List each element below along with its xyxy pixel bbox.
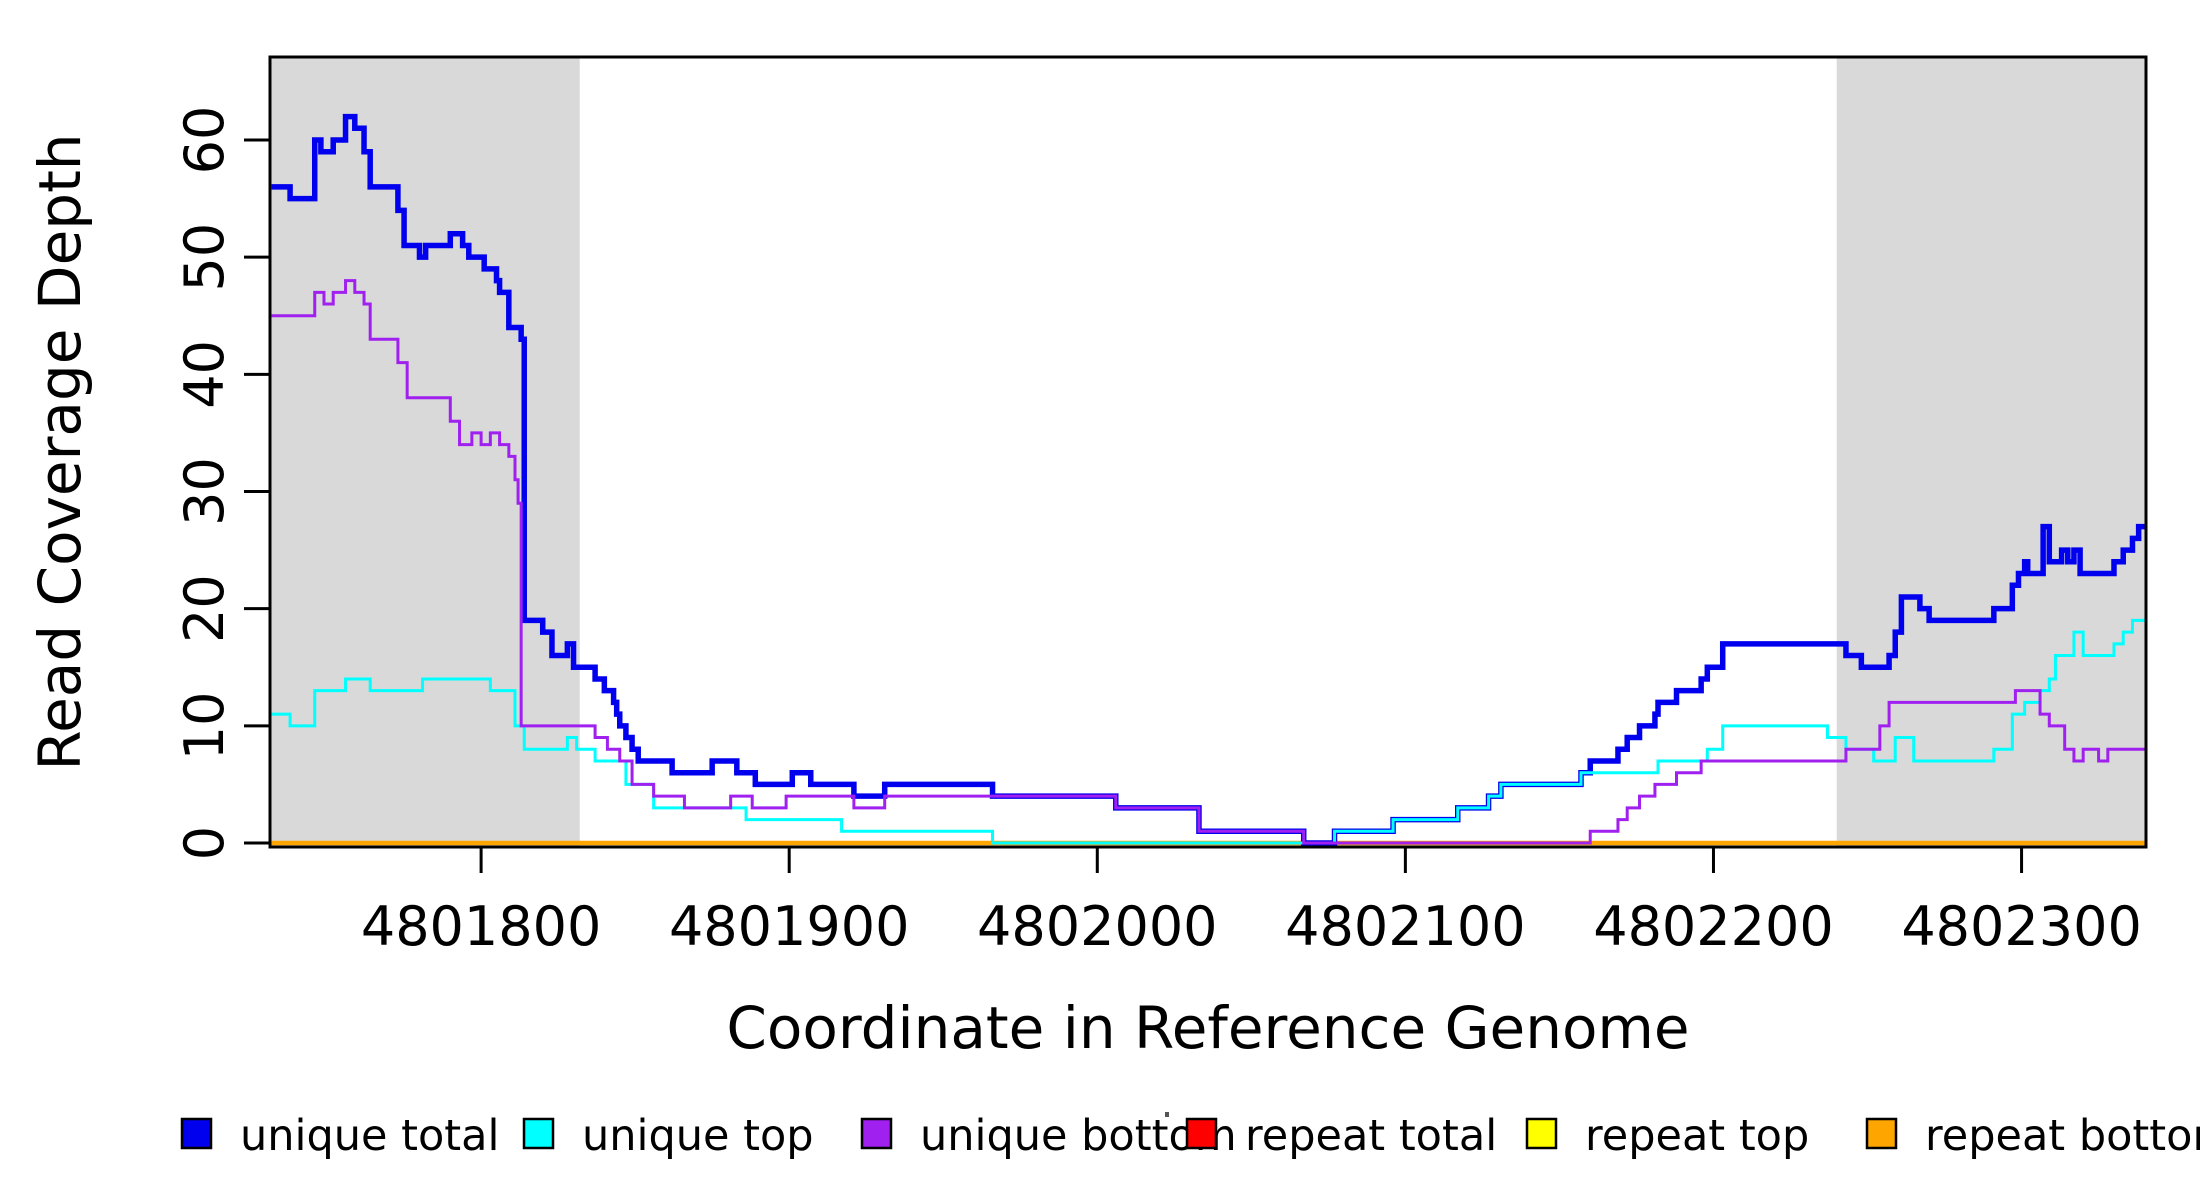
series-unique-top — [271, 618, 2145, 845]
repeat-top-swatch-icon — [1525, 1117, 1558, 1150]
shaded-regions — [271, 57, 2145, 846]
x-tick-label: 4802000 — [977, 895, 1218, 958]
y-axis: 0 10 20 30 40 50 60 — [173, 106, 270, 860]
legend-item-repeat-top: repeat top — [1525, 1111, 1809, 1161]
unique-bottom-swatch-icon — [860, 1117, 893, 1150]
legend-label: unique total — [240, 1111, 499, 1161]
x-axis: 4801800 4801900 4802000 4802100 4802200 48023… — [361, 847, 2142, 958]
x-tick-label: 4802200 — [1593, 895, 1834, 958]
series-unique-bottom — [271, 279, 2145, 845]
y-tick-label: 50 — [173, 223, 236, 292]
legend-label: unique bottom — [920, 1111, 1237, 1161]
y-tick-label: 10 — [173, 691, 236, 760]
y-tick-label: 20 — [173, 574, 236, 643]
legend-label: repeat bottom — [1925, 1111, 2200, 1161]
shaded-region-1 — [271, 57, 580, 846]
legend-item-repeat-total: repeat total — [1185, 1111, 1497, 1161]
series-lines — [271, 113, 2145, 846]
x-tick-label: 4802300 — [1901, 895, 2142, 958]
x-tick-label: 4801800 — [361, 895, 602, 958]
x-axis-title: Coordinate in Reference Genome — [726, 994, 1689, 1062]
y-tick-label: 30 — [173, 457, 236, 526]
series-unique-total — [271, 113, 2145, 846]
x-tick-label: 4802100 — [1285, 895, 1526, 958]
y-tick-label: 0 — [173, 826, 236, 860]
shaded-region-2 — [1836, 57, 2145, 846]
legend-item-unique-bottom: unique bottom — [860, 1111, 1237, 1161]
y-tick-label: 60 — [173, 106, 236, 175]
repeat-total-swatch-icon — [1185, 1117, 1218, 1150]
unique-total-swatch-icon — [180, 1117, 213, 1150]
legend-label: repeat total — [1245, 1111, 1497, 1161]
unique-top-swatch-icon — [522, 1117, 555, 1150]
y-tick-label: 40 — [173, 340, 236, 409]
legend-item-repeat-bottom: repeat bottom — [1865, 1111, 2200, 1161]
plot-frame — [268, 55, 2148, 849]
repeat-bottom-swatch-icon — [1865, 1117, 1898, 1150]
x-tick-label: 4801900 — [669, 895, 910, 958]
stray-mark — [1165, 1112, 1169, 1117]
legend-label: unique top — [582, 1111, 814, 1161]
legend: unique total unique top unique bottom repea… — [180, 1111, 2200, 1161]
legend-item-unique-top: unique top — [522, 1111, 814, 1161]
legend-item-unique-total: unique total — [180, 1111, 499, 1161]
legend-label: repeat top — [1585, 1111, 1809, 1161]
y-axis-title: Read Coverage Depth — [26, 133, 94, 770]
